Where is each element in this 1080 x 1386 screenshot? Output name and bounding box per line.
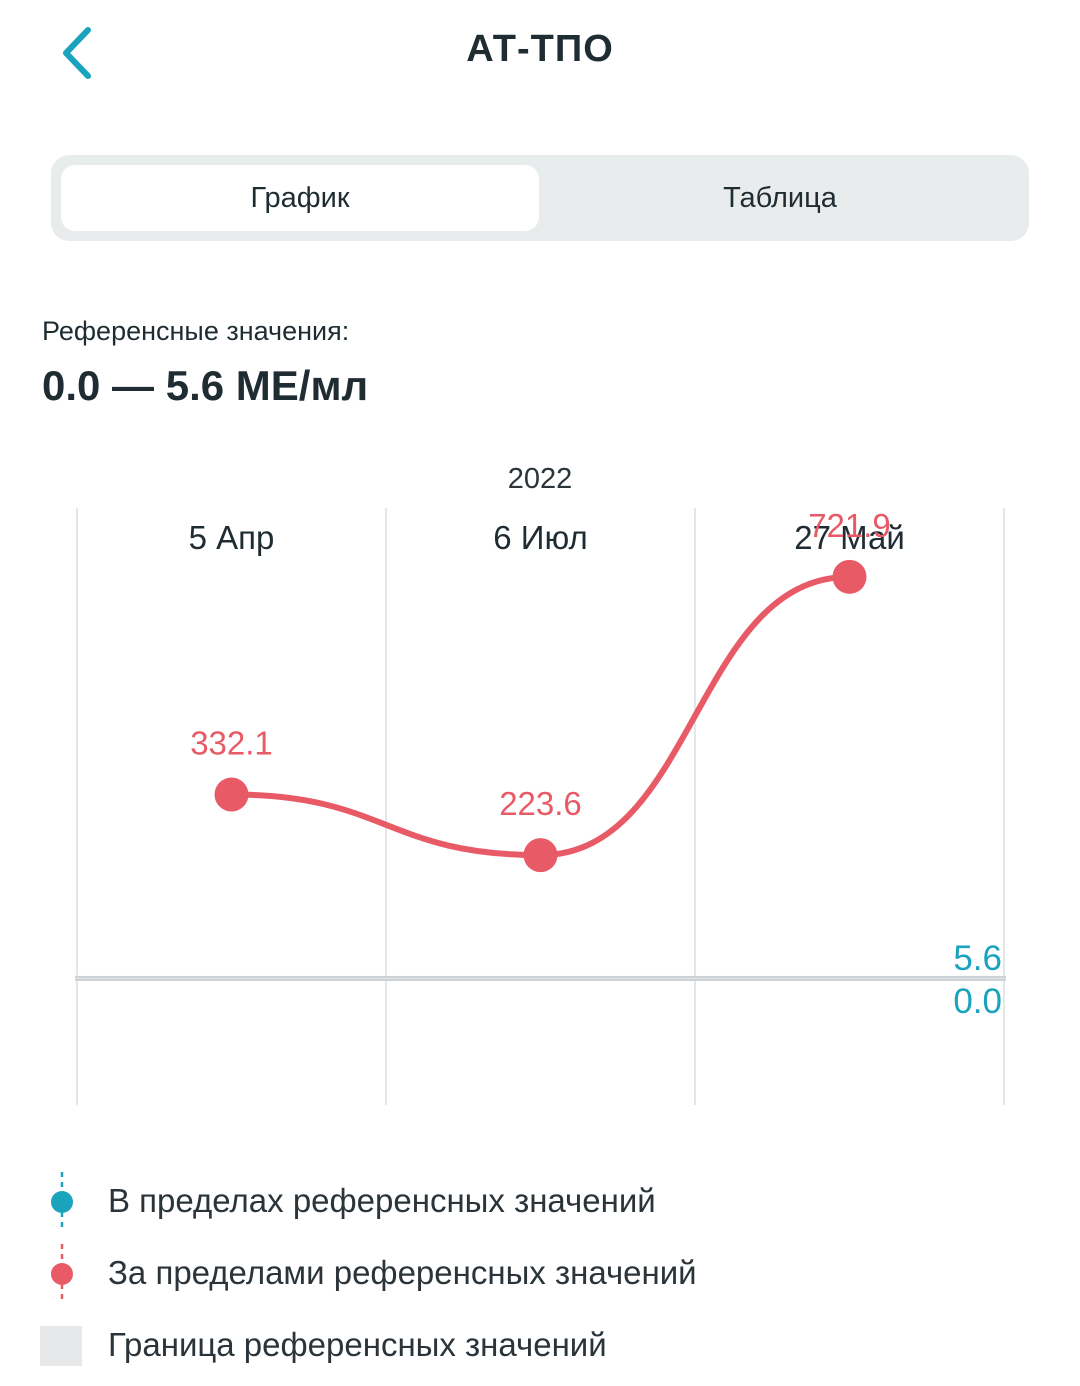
data-label: 332.1 [190, 725, 273, 762]
reference-high-label: 5.6 [953, 939, 1002, 978]
results-chart: 2022 5 Апр 6 Июл 27 Май 5.6 0.0 332.1 223.6 721.… [0, 450, 1080, 1130]
reference-label: Референсные значения: [42, 316, 350, 346]
reference-low-label: 0.0 [953, 982, 1002, 1021]
series-line [228, 573, 853, 859]
legend: В пределах референсных значений За преде… [40, 1170, 1040, 1386]
reference-value: 0.0 — 5.6 МЕ/мл [42, 362, 369, 409]
out-of-range-dot-icon [51, 1244, 73, 1304]
back-button[interactable] [50, 22, 110, 86]
data-label: 721.9 [808, 507, 891, 544]
tab-table[interactable]: Таблица [723, 181, 837, 214]
page-title: АТ-ТПО [466, 28, 614, 70]
chevron-left-icon [63, 27, 91, 79]
chart-svg: 2022 5 Апр 6 Июл 27 Май 5.6 0.0 332.1 223.6 721.… [75, 463, 1006, 1105]
data-point [832, 559, 867, 594]
legend-item-out-of-range: За пределами референсных значений [40, 1242, 1040, 1314]
legend-item-in-range: В пределах референсных значений [40, 1170, 1040, 1242]
year-label: 2022 [508, 463, 573, 495]
x-tick-label: 27 Май [794, 519, 905, 556]
header: АТ-ТПО [0, 0, 1080, 110]
data-label: 223.6 [499, 785, 582, 822]
x-tick-label: 5 Апр [189, 519, 275, 556]
legend-label-reference-band: Граница референсных значений [108, 1326, 607, 1363]
reference-band-icon [40, 1326, 82, 1366]
reference-band [75, 975, 1006, 981]
legend-item-reference-band: Граница референсных значений [40, 1314, 1040, 1386]
data-point [523, 838, 558, 873]
in-range-dot-icon [51, 1172, 73, 1232]
legend-label-in-range: В пределах референсных значений [108, 1182, 656, 1219]
x-tick-label: 6 Июл [493, 519, 588, 556]
view-switcher: График Таблица [51, 155, 1029, 241]
data-point [214, 777, 249, 812]
legend-label-out-of-range: За пределами референсных значений [108, 1254, 697, 1291]
tab-chart[interactable]: График [61, 165, 539, 231]
